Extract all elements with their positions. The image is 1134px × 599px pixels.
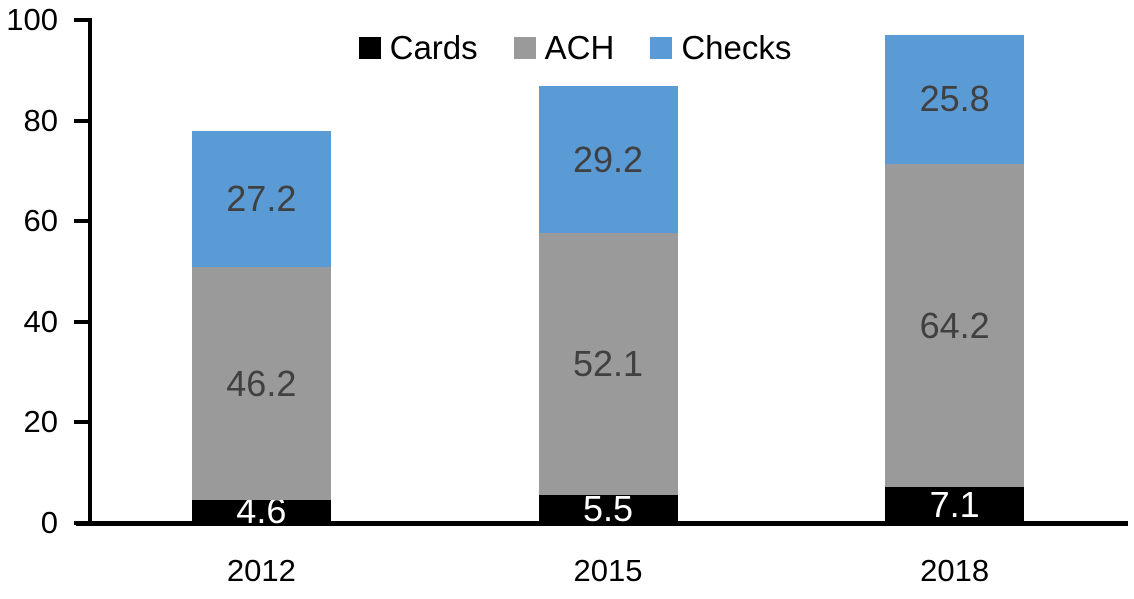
bar-segment-cards-2018: 7.1 <box>885 484 1025 526</box>
bar-segment-cards-2012: 4.6 <box>191 493 331 529</box>
bar-segment-ach-2012: 46.2 <box>191 267 331 500</box>
legend-label-cards: Cards <box>389 29 478 66</box>
data-label: 46.2 <box>226 362 297 404</box>
x-axis-category-label: 2018 <box>920 553 990 588</box>
x-axis-category-label: 2012 <box>226 553 296 588</box>
y-axis-tick-label: 40 <box>23 303 58 339</box>
y-axis-tick-mark <box>74 521 89 525</box>
bar-segment-checks-2015: 29.2 <box>538 86 678 234</box>
y-axis-tick-mark <box>74 118 89 123</box>
bar-segment-checks-2012: 27.2 <box>191 130 331 268</box>
y-axis-tick-label: 100 <box>6 2 58 37</box>
y-axis-tick-label: 60 <box>23 203 58 239</box>
x-axis-line <box>76 521 1128 526</box>
bar-segment-cards-2015: 5.5 <box>538 491 678 527</box>
legend-item-checks: Checks <box>650 31 791 64</box>
y-axis-line <box>88 18 92 526</box>
y-axis-tick-mark <box>74 18 89 22</box>
y-axis-tick-mark <box>74 219 89 224</box>
legend-swatch-cards-icon <box>358 36 381 59</box>
legend-item-ach: ACH <box>513 29 615 66</box>
y-axis-tick-label: 20 <box>23 404 58 440</box>
data-label: 7.1 <box>929 484 980 526</box>
data-label: 64.2 <box>919 304 990 346</box>
chart-legend: Cards ACH Checks <box>0 31 1134 64</box>
data-label: 27.2 <box>226 178 297 220</box>
data-label: 5.5 <box>582 488 634 530</box>
legend-label-ach: ACH <box>544 29 615 66</box>
legend-label-checks: Checks <box>681 29 792 66</box>
bar-segment-ach-2018: 64.2 <box>885 164 1025 488</box>
legend-swatch-ach-icon <box>513 36 536 59</box>
bar-segment-ach-2015: 52.1 <box>538 233 678 496</box>
legend-swatch-checks-icon <box>650 36 673 59</box>
legend-item-cards: Cards <box>358 29 478 66</box>
y-axis-tick-mark <box>74 420 89 425</box>
y-axis-tick-label: 0 <box>40 505 58 540</box>
bar-segment-checks-2018: 25.8 <box>885 34 1025 165</box>
data-label: 52.1 <box>572 343 644 385</box>
y-axis-tick-mark <box>74 319 89 324</box>
data-label: 29.2 <box>572 138 644 180</box>
x-axis-category-label: 2015 <box>573 553 643 588</box>
y-axis-tick-label: 80 <box>23 102 58 138</box>
data-label: 25.8 <box>919 78 990 120</box>
